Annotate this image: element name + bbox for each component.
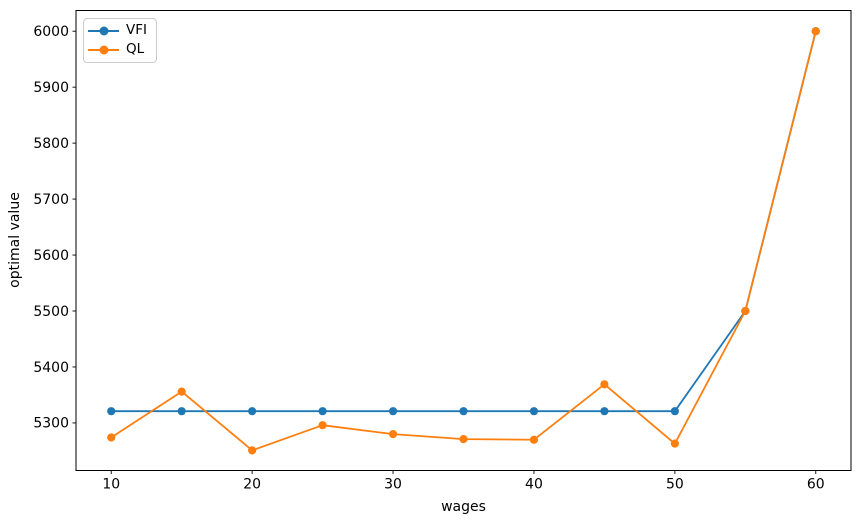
marker-ql — [388, 430, 398, 439]
y-axis-label: optimal value — [7, 192, 23, 288]
marker-vfi — [529, 407, 539, 416]
x-tick-label: 50 — [666, 477, 684, 493]
marker-ql — [529, 435, 539, 444]
marker-vfi — [388, 407, 398, 416]
marker-vfi — [600, 407, 609, 416]
x-axis-label: wages — [441, 499, 486, 515]
marker-vfi — [670, 407, 679, 416]
legend-entry-ql: QL — [88, 43, 147, 57]
y-tick-label: 5900 — [33, 80, 69, 96]
x-tick-label: 20 — [243, 477, 261, 493]
marker-ql — [459, 435, 468, 444]
marker-vfi — [318, 407, 327, 416]
marker-vfi — [107, 407, 116, 416]
marker-vfi — [248, 407, 257, 416]
x-tick-label: 30 — [384, 477, 402, 493]
x-tick-label: 40 — [525, 477, 543, 493]
legend-label-ql: QL — [126, 41, 145, 58]
marker-ql — [600, 380, 609, 389]
marker-vfi — [177, 407, 186, 416]
y-tick-label: 5500 — [33, 304, 69, 320]
marker-ql — [318, 421, 327, 430]
marker-ql — [177, 387, 186, 396]
legend-entry-vfi: VFI — [88, 24, 147, 38]
plot-border — [75, 10, 852, 471]
y-tick-label: 5300 — [33, 416, 69, 432]
series-line-vfi — [111, 30, 817, 413]
y-tick-label: 6000 — [33, 24, 69, 40]
ql-line-sample-icon — [88, 49, 119, 51]
marker-ql — [107, 433, 116, 442]
marker-ql — [741, 306, 750, 316]
vfi-line-sample-icon — [88, 30, 119, 32]
marker-ql — [670, 439, 679, 448]
legend: VFI QL — [83, 18, 157, 63]
marker-ql — [811, 27, 820, 36]
series-line-ql — [110, 30, 817, 452]
y-tick-label: 5400 — [33, 360, 69, 376]
y-tick-label: 5600 — [33, 248, 69, 264]
y-tick-label: 5700 — [33, 192, 69, 208]
x-tick-label: 60 — [807, 477, 825, 493]
legend-label-vfi: VFI — [126, 22, 147, 39]
x-tick-label: 10 — [102, 477, 120, 493]
marker-vfi — [459, 407, 468, 416]
y-tick-label: 5800 — [33, 136, 69, 152]
marker-ql — [248, 446, 257, 455]
